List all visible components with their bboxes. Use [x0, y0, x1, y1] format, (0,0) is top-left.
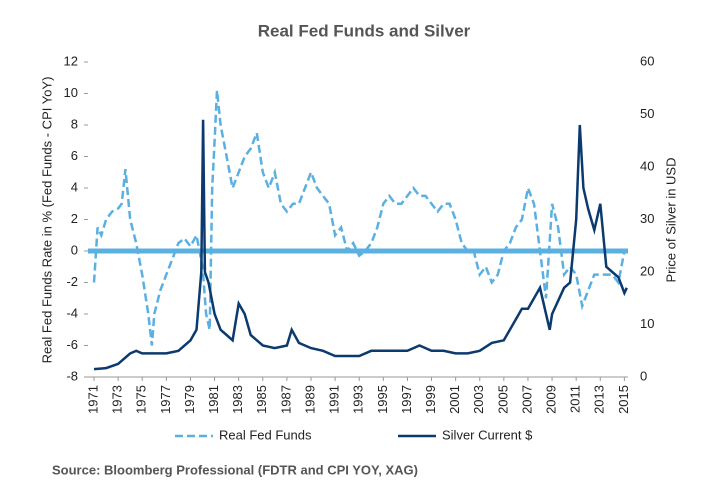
x-tick-label: 2015 — [616, 385, 631, 414]
legend-label: Real Fed Funds — [219, 427, 312, 442]
y-tick-label: 10 — [64, 85, 78, 100]
y-tick-label: -2 — [66, 274, 78, 289]
x-tick-label: 1987 — [278, 385, 293, 414]
y-axis-label: Real Fed Funds Rate in % (Fed Funds - CP… — [39, 77, 54, 364]
x-tick-label: 1997 — [399, 385, 414, 414]
x-tick-label: 1975 — [134, 385, 149, 414]
x-tick-label: 2007 — [519, 385, 534, 414]
source-note: Source: Bloomberg Professional (FDTR and… — [52, 462, 418, 477]
y-tick-label: 2 — [71, 211, 78, 226]
x-tick-label: 2001 — [447, 385, 462, 414]
y-tick-label: 6 — [71, 148, 78, 163]
chart-title: Real Fed Funds and Silver — [258, 21, 471, 40]
y-tick-label: 0 — [71, 242, 78, 257]
series-line — [93, 119, 628, 371]
y2-tick-label: 20 — [640, 263, 654, 278]
y-tick-label: -6 — [66, 337, 78, 352]
x-tick-label: 2005 — [495, 385, 510, 414]
y2-tick-label: 30 — [640, 211, 654, 226]
y-tick-label: -8 — [66, 368, 78, 383]
x-tick-label: 1977 — [158, 385, 173, 414]
y2-tick-label: 10 — [640, 316, 654, 331]
series-line — [92, 90, 626, 346]
x-tick-label: 1973 — [110, 385, 125, 414]
x-tick-label: 2013 — [592, 385, 607, 414]
legend-label: Silver Current $ — [442, 427, 533, 442]
y2-tick-label: 50 — [640, 106, 654, 121]
x-tick-label: 1979 — [182, 385, 197, 414]
x-tick-label: 1971 — [85, 385, 100, 414]
x-tick-label: 1981 — [206, 385, 221, 414]
y-tick-label: 12 — [64, 53, 78, 68]
y2-tick-label: 0 — [640, 368, 647, 383]
x-tick-label: 2011 — [568, 385, 583, 413]
x-tick-label: 2009 — [544, 385, 559, 414]
x-tick-label: 1999 — [423, 385, 438, 414]
x-tick-label: 1991 — [327, 385, 342, 414]
y-tick-label: 8 — [71, 116, 78, 131]
y-tick-label: 4 — [71, 179, 78, 194]
x-tick-label: 2003 — [471, 385, 486, 414]
x-tick-label: 1995 — [375, 385, 390, 414]
x-tick-label: 1993 — [351, 385, 366, 414]
x-tick-label: 1985 — [254, 385, 269, 414]
y2-tick-label: 60 — [640, 53, 654, 68]
y2-axis-label: Price of Silver in USD — [663, 158, 678, 283]
x-tick-label: 1989 — [302, 385, 317, 414]
y2-tick-label: 40 — [640, 158, 654, 173]
x-tick-label: 1983 — [230, 385, 245, 414]
y-tick-label: -4 — [66, 305, 78, 320]
